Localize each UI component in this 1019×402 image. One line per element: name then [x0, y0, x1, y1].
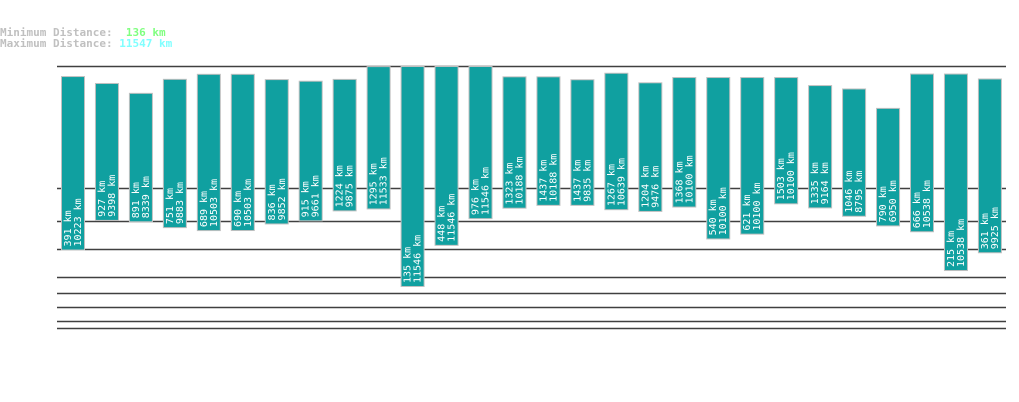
range-bar	[808, 85, 833, 209]
max-label: 10503 km	[209, 179, 220, 227]
range-bar	[604, 72, 629, 211]
max-label: 10538 km	[922, 180, 933, 228]
range-bar	[332, 78, 357, 212]
min-label: 790 km	[878, 186, 889, 222]
min-label: 1437 km	[572, 160, 583, 202]
max-label: 11546 km	[481, 167, 492, 215]
max-label: 9661 km	[311, 175, 322, 217]
max-label: 9835 km	[582, 160, 593, 202]
min-label: 689 km	[199, 191, 210, 227]
range-bar	[910, 73, 934, 233]
range-bar	[434, 66, 459, 246]
range-bar	[943, 73, 968, 272]
min-label: 215 km	[946, 231, 957, 267]
min-distance-readout: Minimum Distance: 136 km	[0, 27, 166, 38]
range-bar	[94, 82, 119, 221]
min-label: 361 km	[980, 213, 991, 249]
max-label: 10223 km	[73, 198, 84, 246]
range-bar	[468, 66, 493, 220]
range-bar	[298, 80, 323, 222]
min-label: 927 km	[97, 181, 108, 217]
min-label: 690 km	[233, 191, 244, 227]
min-label: 751 km	[165, 188, 176, 224]
max-distance-value: 11547 km	[119, 37, 173, 50]
max-label: 9925 km	[990, 207, 1001, 249]
min-label: 448 km	[437, 206, 448, 242]
max-distance-readout: Maximum Distance: 11547 km	[0, 38, 172, 49]
max-label: 9883 km	[175, 182, 186, 224]
range-bar	[740, 77, 765, 235]
range-bar	[196, 73, 221, 232]
max-label: 6950 km	[888, 180, 899, 222]
min-label: 891 km	[131, 182, 142, 218]
max-label: 10639 km	[616, 158, 627, 206]
min-label: 1368 km	[674, 161, 685, 203]
range-bar	[842, 88, 867, 217]
range-bar	[570, 79, 595, 206]
max-label: 8795 km	[854, 171, 865, 213]
max-label: 11546 km	[447, 194, 458, 242]
max-label: 11533 km	[379, 157, 390, 205]
min-label: 915 km	[301, 181, 312, 217]
range-bar	[672, 77, 697, 208]
max-label: 9476 km	[650, 166, 661, 208]
min-label: 391 km	[63, 210, 74, 246]
max-label: 10100 km	[718, 187, 729, 235]
range-bar	[264, 79, 289, 225]
min-label: 1437 km	[538, 160, 549, 202]
max-label: 10188 km	[548, 154, 559, 202]
min-label: 1204 km	[640, 166, 651, 208]
max-label: 10100 km	[752, 182, 763, 230]
min-label: 1295 km	[369, 163, 380, 205]
min-label: 1267 km	[606, 164, 617, 206]
range-bar	[876, 107, 901, 227]
range-bar	[502, 76, 527, 209]
min-label: 1323 km	[504, 163, 515, 205]
min-label: 1335 km	[810, 162, 821, 204]
min-label: 976 km	[471, 179, 482, 215]
max-distance-label: Maximum Distance:	[0, 37, 120, 50]
max-label: 8339 km	[141, 176, 152, 218]
max-label: 9164 km	[820, 162, 831, 204]
min-label: 621 km	[742, 195, 753, 231]
range-bar	[366, 66, 391, 210]
max-label: 9398 km	[107, 175, 118, 217]
range-bar	[977, 78, 1002, 254]
min-label: 1224 km	[335, 165, 346, 207]
range-bar	[400, 66, 425, 288]
max-label: 10100 km	[684, 155, 695, 203]
max-label: 9852 km	[277, 178, 288, 220]
max-label: 9875 km	[345, 165, 356, 207]
max-label: 10188 km	[514, 157, 525, 205]
max-label: 11546 km	[413, 235, 424, 283]
max-label: 10538 km	[956, 219, 967, 267]
range-bar	[162, 78, 187, 229]
min-distance-label: Minimum Distance:	[0, 26, 126, 39]
range-bar	[536, 76, 561, 206]
min-label: 1046 km	[844, 171, 855, 213]
range-bar	[128, 92, 153, 223]
max-label: 10100 km	[786, 152, 797, 200]
range-bar	[61, 76, 85, 251]
min-label: 666 km	[912, 192, 923, 228]
min-label: 135 km	[403, 247, 414, 283]
range-bar	[230, 73, 255, 232]
max-label: 10503 km	[243, 179, 254, 227]
range-bar	[706, 77, 731, 240]
min-label: 540 km	[708, 199, 719, 235]
range-bar	[774, 77, 799, 205]
min-distance-value: 136 km	[125, 26, 166, 39]
min-label: 836 km	[267, 184, 278, 220]
range-bar	[638, 82, 663, 212]
min-label: 1503 km	[776, 158, 787, 200]
